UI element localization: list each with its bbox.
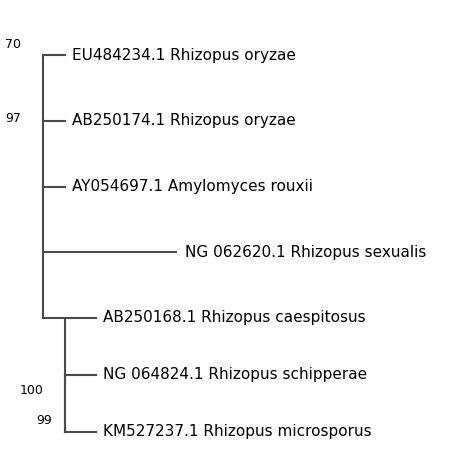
Text: 100: 100: [19, 384, 43, 397]
Text: KM527237.1 Rhizopus microsporus: KM527237.1 Rhizopus microsporus: [103, 424, 372, 439]
Text: 70: 70: [5, 38, 21, 51]
Text: AB250168.1 Rhizopus caespitosus: AB250168.1 Rhizopus caespitosus: [103, 310, 365, 326]
Text: 97: 97: [5, 112, 21, 125]
Text: EU484234.1 Rhizopus oryzae: EU484234.1 Rhizopus oryzae: [72, 48, 296, 63]
Text: AB250174.1 Rhizopus oryzae: AB250174.1 Rhizopus oryzae: [72, 113, 296, 128]
Text: 99: 99: [36, 414, 52, 428]
Text: NG 064824.1 Rhizopus schipperae: NG 064824.1 Rhizopus schipperae: [103, 367, 367, 383]
Text: NG 062620.1 Rhizopus sexualis: NG 062620.1 Rhizopus sexualis: [185, 245, 426, 260]
Text: AY054697.1 Amylomyces rouxii: AY054697.1 Amylomyces rouxii: [72, 179, 313, 194]
